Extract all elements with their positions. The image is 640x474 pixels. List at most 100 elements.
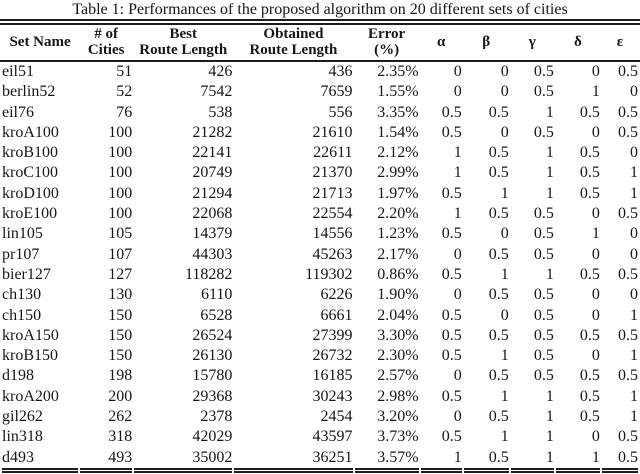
cell-alpha: 0.5 <box>441 225 462 243</box>
cell-error-pct: 1.55% <box>377 83 419 101</box>
cell-obtained-route-length: 21370 <box>312 164 353 182</box>
cell-delta: 0 <box>591 428 600 446</box>
cell-num-cities: 76 <box>116 103 133 121</box>
cell-delta: 0.5 <box>579 103 600 121</box>
cell-best-route-length: 2378 <box>200 408 233 426</box>
column-header-num-cities: # of Cities <box>87 26 125 58</box>
cell-beta: 0.5 <box>488 326 509 344</box>
header-rule <box>0 60 640 62</box>
cell-obtained-route-length: 45263 <box>312 245 353 263</box>
cell-gamma: 1 <box>545 144 554 162</box>
table-row: eil76 76 538 556 3.35% 0.5 0.5 1 0.5 0.5 <box>2 103 638 123</box>
table-row: kroA100 100 21282 21610 1.54% 0.5 0 0.5 0 0.5 <box>2 123 638 143</box>
cell-beta: 0.5 <box>463 448 509 473</box>
cell-epsilon: 0.5 <box>618 205 638 223</box>
cell-epsilon: 1 <box>630 164 638 182</box>
cell-num-cities: 105 <box>108 225 133 243</box>
cell-obtained-route-length: 30243 <box>312 387 353 405</box>
cell-error-pct: 2.98% <box>377 387 419 405</box>
cell-beta: 0 <box>500 225 509 243</box>
cell-set-name: ch150 <box>2 306 42 324</box>
column-header-alpha: α <box>436 34 446 50</box>
cell-gamma: 1 <box>545 428 554 446</box>
cell-obtained-route-length: 36251 <box>234 448 353 473</box>
cell-beta: 0.5 <box>488 205 509 223</box>
cell-error-pct: 3.30% <box>377 326 419 344</box>
cell-error-pct: 1.90% <box>377 286 419 304</box>
cell-gamma: 0.5 <box>533 63 554 80</box>
cell-obtained-route-length: 22611 <box>313 144 353 162</box>
cell-gamma: 1 <box>545 265 554 283</box>
cell-num-cities: 127 <box>108 265 133 283</box>
cell-set-name: lin318 <box>2 428 43 446</box>
cell-epsilon: 0.5 <box>618 265 638 283</box>
cell-set-name: d198 <box>2 367 34 385</box>
cell-best-route-length: 15780 <box>192 367 233 385</box>
cell-num-cities: 100 <box>108 164 133 182</box>
cell-epsilon: 1 <box>630 184 638 202</box>
cell-set-name: eil51 <box>2 63 34 80</box>
cell-error-pct: 2.35% <box>377 63 419 80</box>
cell-num-cities: 150 <box>108 326 133 344</box>
cell-obtained-route-length: 6226 <box>320 286 353 304</box>
cell-epsilon: 0.5 <box>618 326 638 344</box>
cell-alpha: 0.5 <box>441 326 462 344</box>
cell-error-pct: 3.57% <box>354 448 419 473</box>
cell-beta: 1 <box>500 347 509 365</box>
cell-error-pct: 3.73% <box>377 428 419 446</box>
cell-error-pct: 2.12% <box>377 144 419 162</box>
cell-beta: 0 <box>500 123 509 141</box>
cell-alpha: 1 <box>420 448 462 473</box>
table-row: lin318 318 42029 43597 3.73% 0.5 1 1 0 0.5 <box>2 427 638 447</box>
cell-alpha: 0 <box>453 408 462 426</box>
cell-num-cities: 130 <box>108 286 133 304</box>
cell-epsilon: 0 <box>630 225 638 243</box>
cell-best-route-length: 26130 <box>192 347 233 365</box>
cell-alpha: 1 <box>453 144 462 162</box>
table-row: kroB150 150 26130 26732 2.30% 0.5 1 0.5 0 1 <box>2 346 638 366</box>
cell-obtained-route-length: 21610 <box>312 123 353 141</box>
cell-gamma: 1 <box>545 184 554 202</box>
cell-num-cities: 100 <box>108 205 133 223</box>
cell-obtained-route-length: 16185 <box>312 367 353 385</box>
cell-best-route-length: 20749 <box>192 164 233 182</box>
cell-set-name: eil76 <box>2 103 34 121</box>
table-row: gil262 262 2378 2454 3.20% 0 0.5 1 0.5 1 <box>2 407 638 427</box>
cell-obtained-route-length: 436 <box>328 63 353 80</box>
cell-num-cities: 107 <box>108 245 133 263</box>
table-row: kroE100 100 22068 22554 2.20% 1 0.5 0.5 0 0.5 <box>2 204 638 224</box>
table-caption: Table 1: Performances of the proposed al… <box>72 1 568 18</box>
cell-best-route-length: 22068 <box>192 205 233 223</box>
column-header-epsilon: ε <box>616 34 624 50</box>
cell-best-route-length: 35002 <box>134 448 233 473</box>
cell-best-route-length: 22141 <box>192 144 233 162</box>
cell-set-name: d493 <box>2 448 79 473</box>
cell-obtained-route-length: 556 <box>328 103 353 121</box>
results-table: eil51 51 426 436 2.35% 0 0 0.5 0 0.5 berlin52 52 754… <box>0 62 640 473</box>
table-row: lin105 105 14379 14556 1.23% 0.5 0 0.5 1 0 <box>2 224 638 244</box>
cell-epsilon: 0.5 <box>618 123 638 141</box>
cell-alpha: 0 <box>453 63 462 80</box>
cell-num-cities: 100 <box>108 123 133 141</box>
cell-delta: 0 <box>591 286 600 304</box>
column-header-obtained-route-length: Obtained Route Length <box>249 26 338 58</box>
cell-best-route-length: 7542 <box>200 83 233 101</box>
table-row: d493 493 35002 36251 3.57% 1 0.5 1 1 0.5 <box>2 448 638 473</box>
header-row: Set Name # of Cities Best Route Length O… <box>2 25 638 60</box>
cell-error-pct: 2.99% <box>377 164 419 182</box>
table-row: ch150 150 6528 6661 2.04% 0.5 0 0.5 0 1 <box>2 306 638 326</box>
cell-alpha: 0.5 <box>441 184 462 202</box>
cell-beta: 1 <box>500 184 509 202</box>
cell-beta: 0.5 <box>488 164 509 182</box>
cell-epsilon: 0.5 <box>618 428 638 446</box>
cell-obtained-route-length: 27399 <box>312 326 353 344</box>
table-row: kroD100 100 21294 21713 1.97% 0.5 1 1 0.5 1 <box>2 184 638 204</box>
cell-obtained-route-length: 21713 <box>312 184 353 202</box>
cell-num-cities: 493 <box>80 448 133 473</box>
cell-alpha: 0.5 <box>441 265 462 283</box>
cell-best-route-length: 29368 <box>192 387 233 405</box>
cell-gamma: 0.5 <box>533 306 554 324</box>
cell-num-cities: 318 <box>108 428 133 446</box>
cell-error-pct: 2.30% <box>377 347 419 365</box>
cell-set-name: pr107 <box>2 245 40 263</box>
